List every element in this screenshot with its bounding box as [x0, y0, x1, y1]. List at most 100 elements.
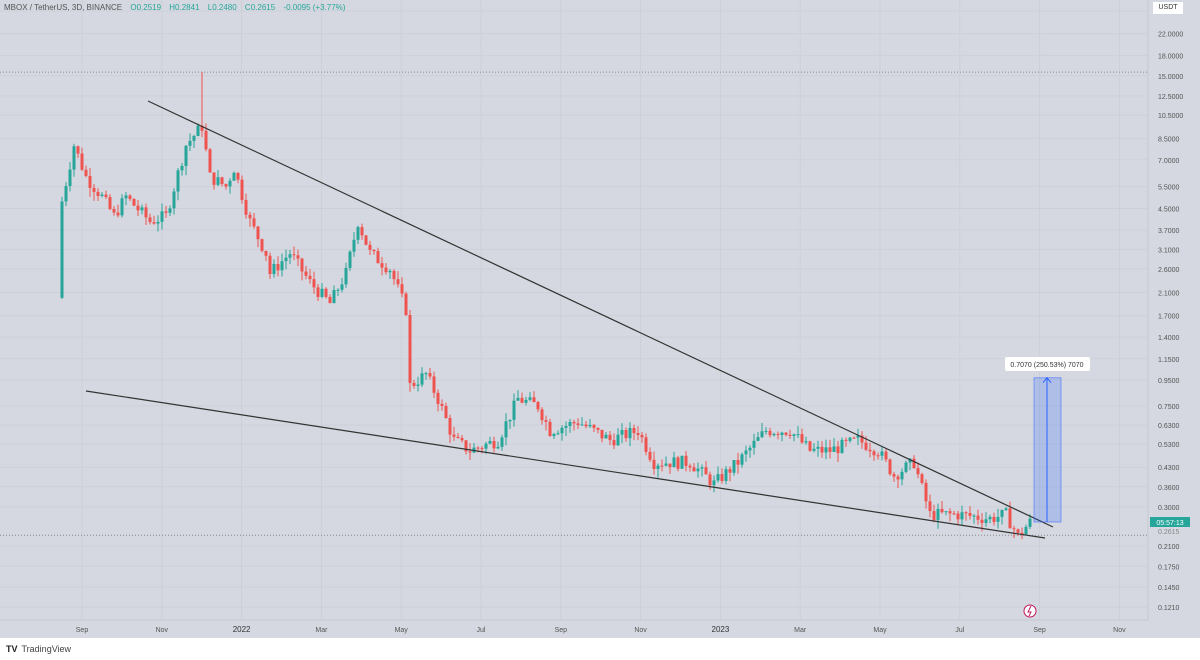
y-tick-label: 3.7000 [1158, 228, 1180, 235]
lower-trendline [85, 390, 1046, 539]
candle-body [568, 421, 572, 426]
candle-body [72, 146, 76, 170]
candlestick-chart[interactable]: 27.000022.000018.000015.000012.500010.50… [0, 0, 1200, 638]
y-tick-label: 3.1000 [1158, 248, 1180, 255]
candle-body [108, 197, 112, 210]
candle-body [844, 439, 848, 441]
candle-body [528, 397, 532, 400]
candle-body [120, 198, 124, 216]
chart-pane[interactable]: 27.000022.000018.000015.000012.500010.50… [0, 0, 1200, 638]
candle-body [916, 468, 920, 475]
candle-body [260, 239, 264, 251]
candle-body [212, 172, 216, 185]
candle-body [136, 205, 140, 211]
candle-body [240, 179, 244, 200]
candle-body [132, 198, 136, 206]
x-tick-label: 2023 [712, 625, 730, 634]
candle-body [556, 433, 560, 435]
x-tick-label: Sep [555, 627, 568, 634]
candle-body [1020, 532, 1024, 535]
y-tick-label: 0.5300 [1158, 442, 1180, 449]
x-tick-label: Mar [794, 627, 807, 634]
candle-body [444, 405, 448, 418]
y-tick-label: 0.7500 [1158, 404, 1180, 411]
candle-body [356, 227, 360, 240]
candle-body [488, 440, 492, 444]
ohlc-high: H0.2841 [169, 3, 200, 12]
candle-body [228, 180, 232, 187]
candle-body [172, 191, 176, 209]
candle-body [596, 427, 600, 430]
candle-body [140, 207, 144, 211]
currency-unit-button[interactable]: USDT [1153, 2, 1183, 14]
candle-body [104, 194, 108, 198]
candle-body [328, 296, 332, 304]
candle-body [116, 212, 120, 216]
candle-body [424, 373, 428, 375]
candle-body [800, 434, 804, 443]
candle-body [736, 459, 740, 465]
candle-body [632, 427, 636, 434]
candle-body [200, 125, 204, 131]
upper-trendline [147, 100, 1054, 528]
y-tick-label: 22.0000 [1158, 32, 1183, 39]
candle-body [380, 263, 384, 268]
candle-body [1000, 509, 1004, 517]
candle-body [884, 451, 888, 460]
candle-body [900, 471, 904, 480]
candle-body [672, 457, 676, 468]
candle-body [428, 373, 432, 377]
candle-body [824, 447, 828, 453]
brand-name: TradingView [21, 644, 72, 654]
measure-label-box [1005, 357, 1090, 371]
candle-body [640, 434, 644, 438]
x-tick-label: May [395, 627, 409, 634]
candle-body [476, 447, 480, 449]
candle-body [316, 287, 320, 297]
y-tick-label: 2.1000 [1158, 290, 1180, 297]
candle-body [320, 288, 324, 297]
candle-body [456, 436, 460, 438]
candle-body [484, 443, 488, 449]
x-tick-label: Jul [477, 627, 486, 634]
candle-body [712, 480, 716, 486]
candle-body [792, 434, 796, 436]
candle-body [696, 468, 700, 472]
candle-body [1024, 526, 1028, 535]
y-tick-label: 0.3000 [1158, 505, 1180, 512]
x-tick-label: Mar [315, 627, 328, 634]
candle-body [100, 194, 104, 197]
candle-body [652, 459, 656, 469]
candle-body [156, 221, 160, 224]
candle-body [744, 450, 748, 455]
y-tick-label: 1.4000 [1158, 335, 1180, 342]
candle-body [536, 402, 540, 410]
candle-body [340, 284, 344, 290]
candle-body [860, 435, 864, 443]
candle-body [1004, 508, 1008, 510]
candle-body [552, 434, 556, 437]
candle-body [660, 465, 664, 467]
candle-body [288, 254, 292, 258]
candle-body [816, 446, 820, 449]
candle-body [492, 440, 496, 449]
ohlc-open: O0.2519 [130, 3, 162, 12]
candle-body [236, 172, 240, 180]
candle-body [440, 403, 444, 406]
candle-body [352, 239, 356, 252]
tradingview-logo[interactable]: TV TradingView [6, 644, 71, 654]
candle-body [948, 511, 952, 514]
candle-body [388, 270, 392, 273]
candle-body [612, 440, 616, 446]
candle-body [564, 425, 568, 428]
candle-body [384, 267, 388, 273]
candle-body [516, 397, 520, 401]
candle-body [756, 437, 760, 441]
candle-body [804, 441, 808, 443]
ohlc-close: C0.2615 [244, 3, 276, 12]
candle-body [796, 434, 800, 436]
ohlc-change: -0.0095 (+3.77%) [283, 3, 346, 12]
candle-body [196, 125, 200, 136]
y-tick-label: 7.0000 [1158, 158, 1180, 165]
candle-body [244, 199, 248, 215]
